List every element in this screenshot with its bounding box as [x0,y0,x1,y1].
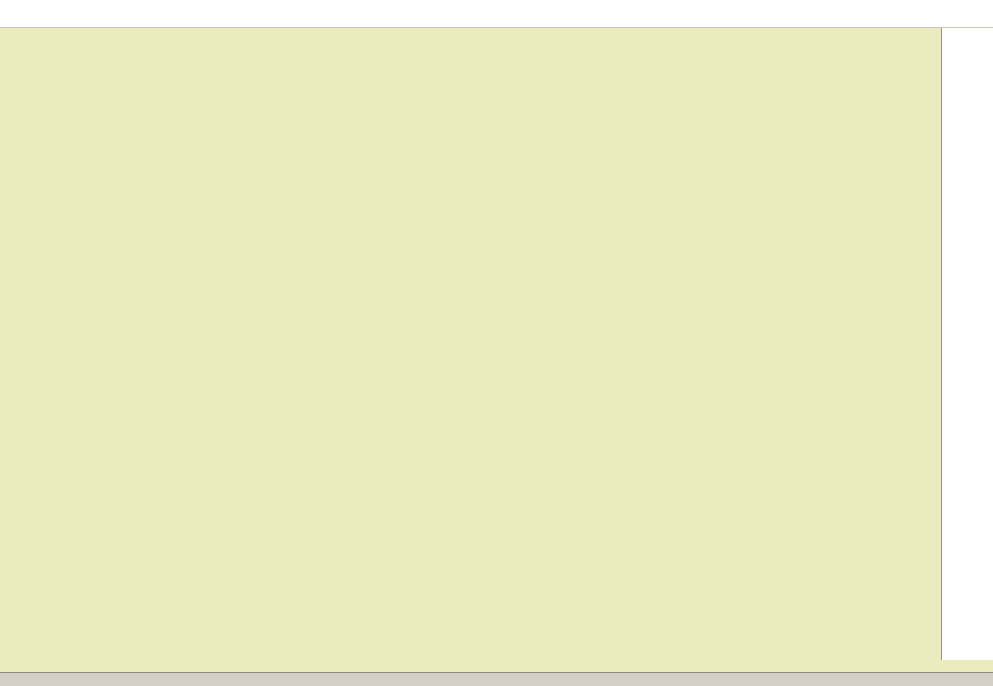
price-axis-strip [941,28,993,660]
info-header [0,0,993,28]
bottom-toolbar [0,672,993,686]
chart-background [0,28,993,672]
